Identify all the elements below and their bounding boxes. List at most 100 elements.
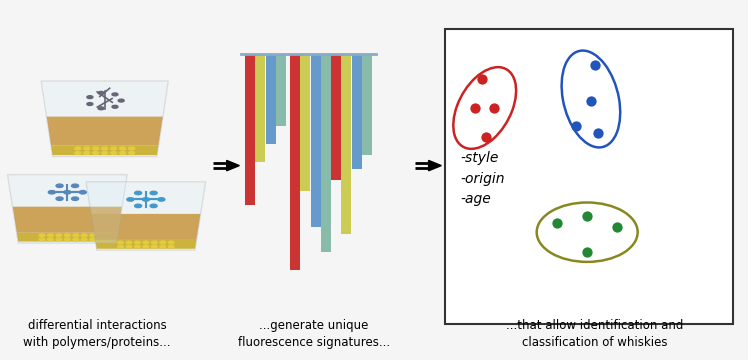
Circle shape xyxy=(98,91,104,94)
Circle shape xyxy=(56,238,61,241)
Circle shape xyxy=(75,147,81,150)
Circle shape xyxy=(87,96,93,99)
Circle shape xyxy=(160,245,165,248)
Polygon shape xyxy=(96,240,196,249)
Circle shape xyxy=(90,234,96,237)
Polygon shape xyxy=(429,161,441,171)
Polygon shape xyxy=(51,145,159,155)
Circle shape xyxy=(135,204,141,208)
Point xyxy=(585,98,597,104)
Circle shape xyxy=(160,241,165,244)
Circle shape xyxy=(142,198,150,201)
Point xyxy=(592,130,604,136)
Circle shape xyxy=(102,152,108,154)
Circle shape xyxy=(135,241,140,244)
Bar xyxy=(341,54,351,234)
Circle shape xyxy=(102,147,108,150)
Circle shape xyxy=(72,184,79,188)
Circle shape xyxy=(120,147,126,150)
Bar xyxy=(300,54,310,191)
Circle shape xyxy=(82,234,87,237)
Circle shape xyxy=(39,238,45,241)
Bar xyxy=(276,54,286,126)
Circle shape xyxy=(56,184,63,188)
Bar xyxy=(331,54,340,180)
Circle shape xyxy=(73,238,79,241)
Circle shape xyxy=(56,234,61,237)
Circle shape xyxy=(152,241,157,244)
Circle shape xyxy=(56,197,63,201)
Bar xyxy=(245,54,254,205)
Point xyxy=(570,123,582,129)
Circle shape xyxy=(111,147,117,150)
Circle shape xyxy=(117,245,123,248)
Circle shape xyxy=(90,238,96,241)
Text: ...generate unique
fluorescence signatures...: ...generate unique fluorescence signatur… xyxy=(238,319,390,349)
Polygon shape xyxy=(17,233,117,242)
Circle shape xyxy=(64,190,71,194)
Circle shape xyxy=(168,241,174,244)
Circle shape xyxy=(129,147,135,150)
Polygon shape xyxy=(227,161,239,171)
Polygon shape xyxy=(41,81,168,157)
Bar xyxy=(445,29,733,324)
Circle shape xyxy=(127,198,134,201)
Circle shape xyxy=(98,107,104,110)
Circle shape xyxy=(73,234,79,237)
Bar xyxy=(352,54,361,169)
Point xyxy=(551,220,563,226)
Circle shape xyxy=(39,234,45,237)
Polygon shape xyxy=(46,117,163,145)
Circle shape xyxy=(143,245,149,248)
Circle shape xyxy=(118,99,124,102)
Bar xyxy=(266,54,275,144)
Point xyxy=(581,249,593,255)
Circle shape xyxy=(143,241,149,244)
Circle shape xyxy=(112,93,118,96)
Circle shape xyxy=(84,147,90,150)
Point xyxy=(611,224,623,230)
Bar xyxy=(321,54,331,252)
Circle shape xyxy=(129,152,135,154)
Circle shape xyxy=(112,105,118,108)
Circle shape xyxy=(120,152,126,154)
Circle shape xyxy=(84,152,90,154)
Circle shape xyxy=(152,245,157,248)
Text: -style
-origin
-age: -style -origin -age xyxy=(460,151,504,206)
Bar xyxy=(311,54,320,227)
Circle shape xyxy=(64,234,70,237)
Bar xyxy=(362,54,372,155)
Point xyxy=(589,62,601,68)
Text: ...that allow identification and
classification of whiskies: ...that allow identification and classif… xyxy=(506,319,684,349)
Point xyxy=(476,76,488,82)
Polygon shape xyxy=(13,207,122,233)
Circle shape xyxy=(75,152,81,154)
Circle shape xyxy=(87,103,93,105)
Circle shape xyxy=(168,245,174,248)
Circle shape xyxy=(49,190,55,194)
Circle shape xyxy=(48,238,53,241)
Circle shape xyxy=(93,152,99,154)
Circle shape xyxy=(79,190,86,194)
Polygon shape xyxy=(7,175,127,243)
Circle shape xyxy=(48,234,53,237)
Circle shape xyxy=(150,191,157,195)
Text: differential interactions
with polymers/proteins...: differential interactions with polymers/… xyxy=(23,319,171,349)
Circle shape xyxy=(64,238,70,241)
Circle shape xyxy=(82,238,87,241)
Circle shape xyxy=(126,245,132,248)
Bar xyxy=(289,54,299,270)
Point xyxy=(469,105,481,111)
Point xyxy=(488,105,500,111)
Bar xyxy=(255,54,265,162)
Circle shape xyxy=(93,147,99,150)
Circle shape xyxy=(126,241,132,244)
Circle shape xyxy=(158,198,165,201)
Polygon shape xyxy=(86,182,206,250)
Circle shape xyxy=(135,245,140,248)
Circle shape xyxy=(72,197,79,201)
Polygon shape xyxy=(91,214,200,240)
Circle shape xyxy=(111,152,117,154)
Point xyxy=(480,134,492,140)
Circle shape xyxy=(150,204,157,208)
